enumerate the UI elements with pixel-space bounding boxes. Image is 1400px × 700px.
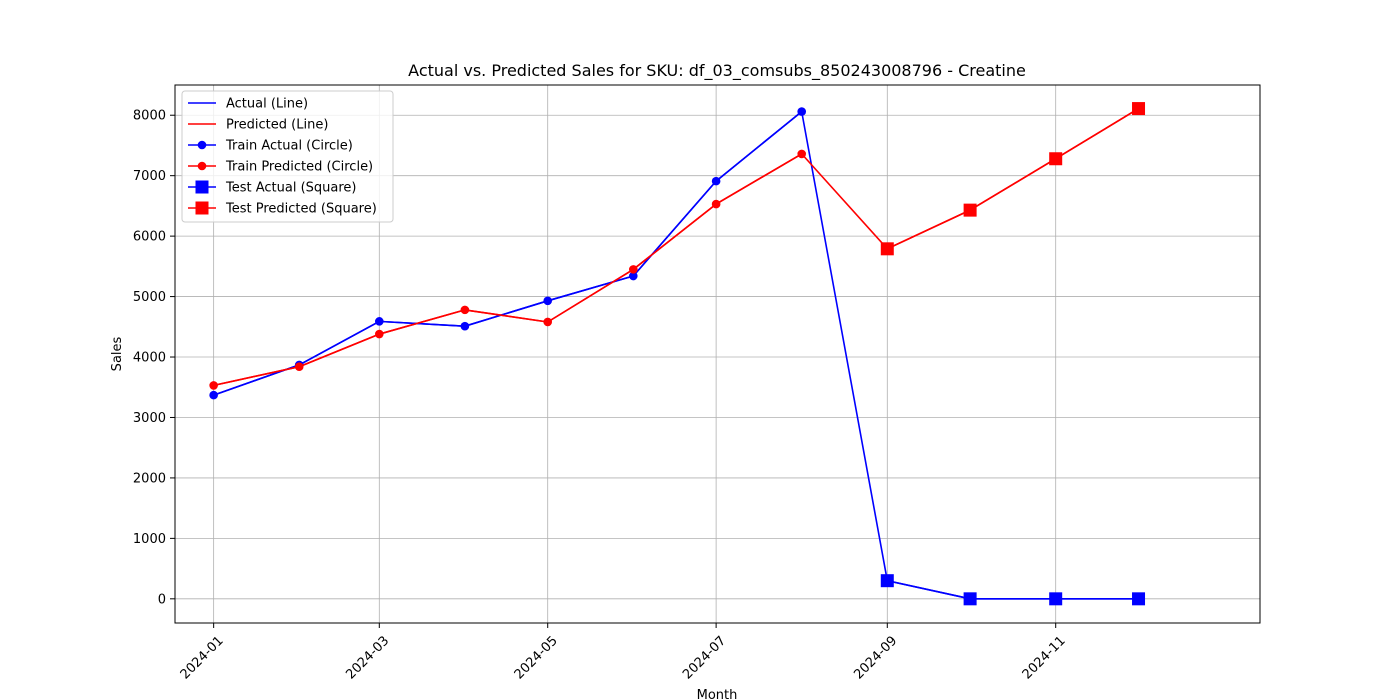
series-line xyxy=(213,153,803,387)
plot-area-frame xyxy=(174,84,1261,624)
legend-square-swatch xyxy=(195,180,209,194)
y-tick-label: 3000 xyxy=(133,411,166,426)
legend-entry-4: Test Actual (Square) xyxy=(188,180,357,196)
legend-entry-3: Train Predicted (Circle) xyxy=(188,160,373,175)
legend-label: Actual (Line) xyxy=(226,97,308,112)
data-point-square xyxy=(963,203,977,217)
series-4 xyxy=(880,574,1146,606)
series-line xyxy=(886,107,1139,250)
legend-label: Train Predicted (Circle) xyxy=(225,160,373,175)
legend-entry-2: Train Actual (Circle) xyxy=(188,139,353,154)
data-point-square xyxy=(1132,102,1146,116)
data-point-circle xyxy=(628,265,638,274)
legend-circle-swatch xyxy=(197,140,207,150)
data-point-circle xyxy=(543,317,553,327)
data-point-circle xyxy=(628,271,638,281)
legend-entry-5: Test Predicted (Square) xyxy=(188,201,377,217)
data-point-circle xyxy=(711,199,721,209)
y-tick-label: 4000 xyxy=(133,351,166,366)
data-point-square xyxy=(1049,592,1063,606)
data-point-square xyxy=(1049,152,1063,166)
x-axis-title: Month xyxy=(697,688,738,700)
series-layer xyxy=(209,102,1146,606)
data-point-circle xyxy=(209,381,218,390)
grid-layer xyxy=(175,85,1260,623)
data-point-circle xyxy=(797,107,807,116)
y-axis-title: Sales xyxy=(110,336,125,371)
legend: Actual (Line) Predicted (Line) Train Actua… xyxy=(181,90,394,223)
data-point-circle xyxy=(294,362,304,371)
data-point-square xyxy=(963,592,977,606)
data-point-circle xyxy=(460,321,470,331)
y-tick-label: 7000 xyxy=(133,169,166,184)
series-line xyxy=(213,110,803,396)
data-point-circle xyxy=(375,329,384,339)
data-point-square xyxy=(1132,592,1146,606)
data-point-square xyxy=(880,574,894,588)
y-tick-label: 1000 xyxy=(133,532,166,547)
data-point-circle xyxy=(460,305,470,315)
data-point-circle xyxy=(209,390,218,400)
legend-label: Test Predicted (Square) xyxy=(225,202,377,217)
chart-title: Actual vs. Predicted Sales for SKU: df_0… xyxy=(408,61,1026,81)
y-tick-label: 8000 xyxy=(133,109,166,124)
series-5 xyxy=(880,102,1146,256)
y-tick-label: 2000 xyxy=(133,471,166,486)
data-point-circle xyxy=(797,149,807,159)
legend-label: Predicted (Line) xyxy=(226,118,328,133)
legend-box xyxy=(181,90,394,223)
data-point-square xyxy=(880,242,894,256)
y-tick-label: 6000 xyxy=(133,230,166,245)
data-point-circle xyxy=(543,296,553,306)
legend-label: Test Actual (Square) xyxy=(225,181,357,196)
y-tick-label: 0 xyxy=(158,592,166,607)
series-3 xyxy=(209,149,807,390)
legend-entry-1: Predicted (Line) xyxy=(188,118,328,133)
legend-entry-0: Actual (Line) xyxy=(188,97,308,112)
legend-square-swatch xyxy=(195,201,209,215)
data-point-circle xyxy=(711,176,721,186)
data-point-circle xyxy=(375,317,384,326)
legend-circle-swatch xyxy=(197,161,207,171)
legend-label: Train Actual (Circle) xyxy=(225,139,353,154)
series-line xyxy=(887,579,1139,600)
y-tick-label: 5000 xyxy=(133,290,166,305)
